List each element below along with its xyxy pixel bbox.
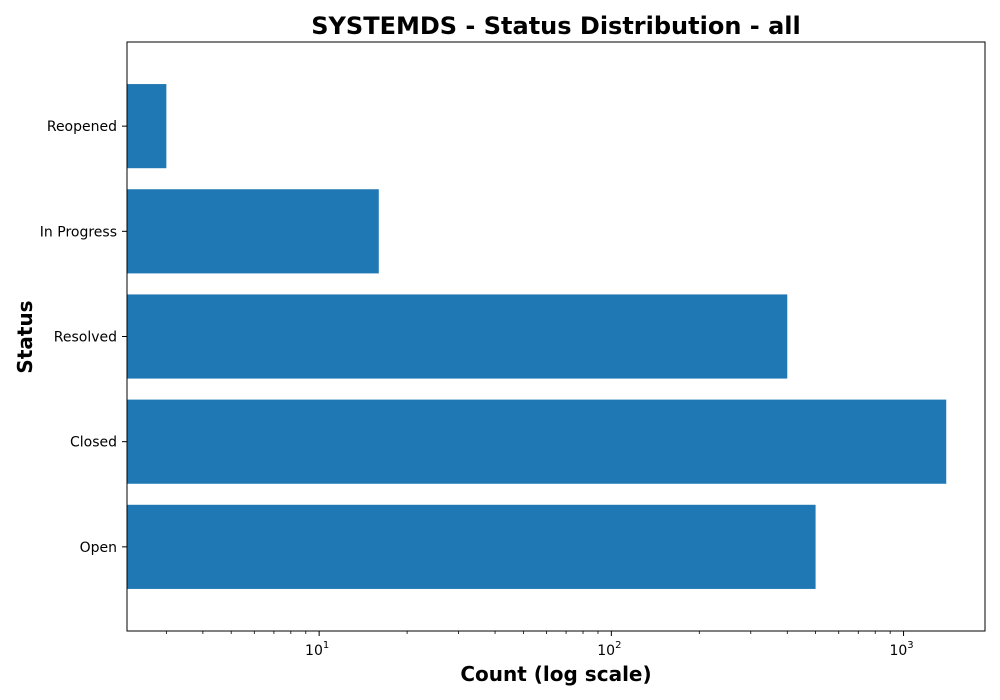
x-tick-label: 101 (305, 640, 329, 659)
plot-frame (126, 41, 986, 632)
y-axis-ticks: Open Closed Resolved In Progress Reopened (40, 119, 127, 556)
bar-in-progress (127, 189, 379, 274)
y-tick-label: In Progress (40, 224, 117, 240)
y-tick-label: Open (80, 540, 117, 556)
x-axis-ticks: 101 102 103 (165, 631, 914, 659)
x-tick-label: 102 (597, 640, 621, 659)
y-tick-label: Closed (70, 435, 117, 451)
x-tick-label: 103 (889, 640, 913, 659)
y-tick-label: Reopened (47, 119, 117, 135)
bar-closed (127, 399, 947, 484)
bars-layer (127, 84, 947, 589)
y-tick-label: Resolved (54, 330, 117, 346)
bar-resolved (127, 294, 788, 379)
bar-reopened (127, 84, 167, 169)
chart-title: SYSTEMDS - Status Distribution - all (311, 12, 800, 40)
x-axis-label: Count (log scale) (460, 662, 651, 686)
y-axis-label: Status (13, 300, 37, 373)
bar-open (127, 504, 816, 589)
